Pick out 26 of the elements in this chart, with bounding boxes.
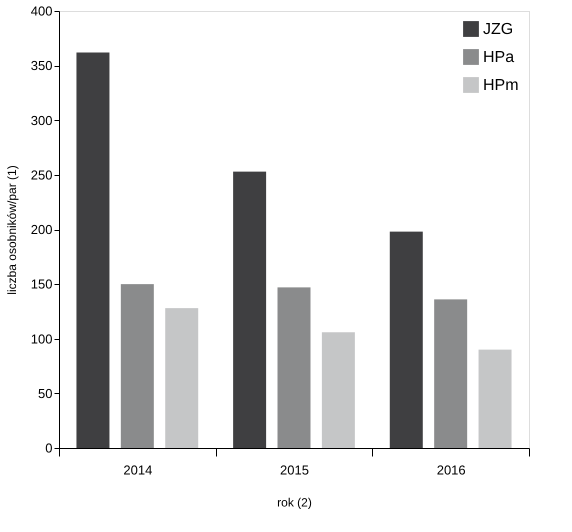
y-tick-label: 50 [38,386,52,401]
x-tick-label: 2015 [280,462,309,478]
x-tick-label: 2014 [123,462,152,478]
bar [120,284,154,448]
x-axis-title: rok (2) [277,496,312,510]
y-tick-label: 0 [45,440,52,456]
y-tick-label: 350 [30,58,52,74]
legend-label: HPa [483,49,514,66]
y-tick-label: 300 [30,112,52,128]
x-tick-label: 2016 [436,462,466,478]
legend-label: HPm [483,77,519,94]
bar [322,332,355,448]
bar [434,299,468,448]
bar [390,232,423,448]
legend-label: JZG [483,21,514,38]
y-tick-label: 400 [30,4,52,18]
bar [165,308,198,448]
bar [478,350,512,448]
y-tick-label: 200 [30,222,52,237]
y-tick-label: 100 [30,331,52,346]
bar [76,52,110,448]
bar [233,172,266,448]
y-tick-label: 150 [30,276,52,292]
y-axis-title: liczba osobników/par (1) [4,165,19,295]
bar [278,287,310,448]
y-tick-label: 250 [30,167,52,182]
